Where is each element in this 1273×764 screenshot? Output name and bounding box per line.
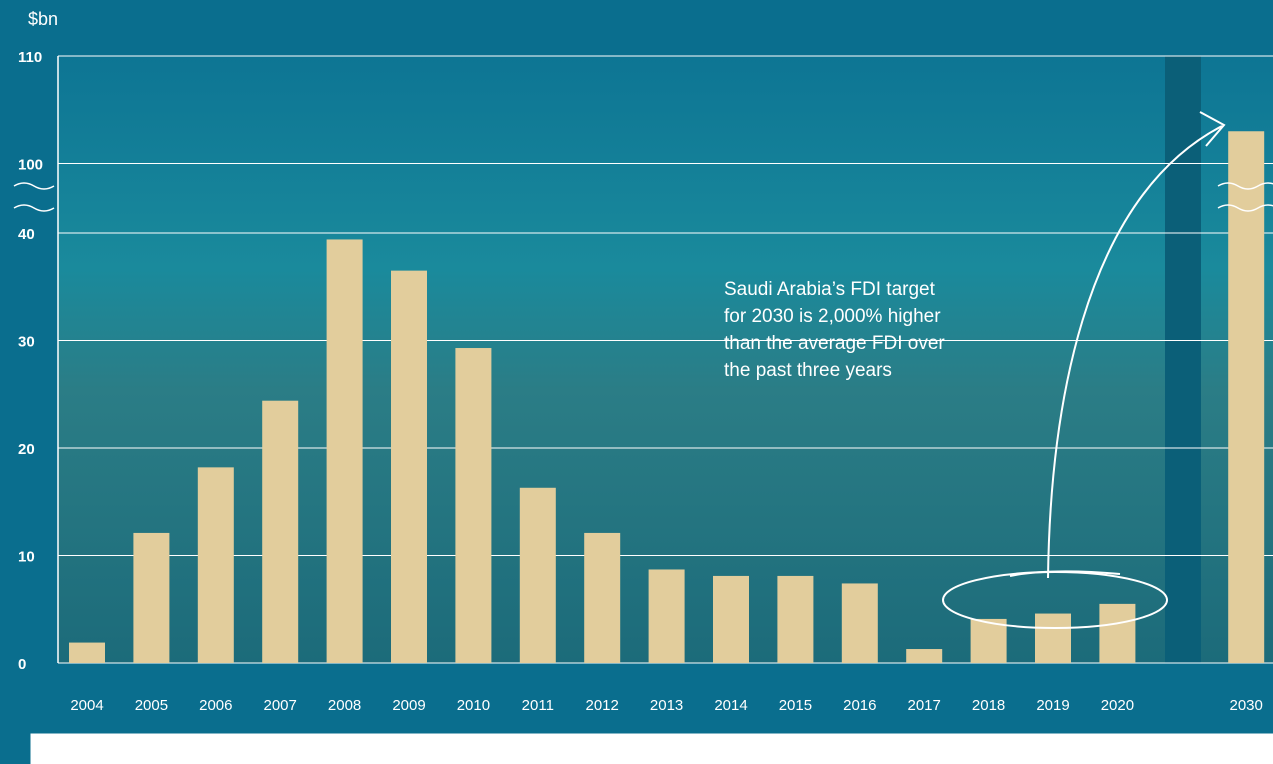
y-axis-label: $bn — [28, 9, 58, 29]
x-tick-label: 2018 — [972, 697, 1005, 714]
x-tick-label: 2014 — [714, 697, 747, 714]
y-tick-label: 100 — [18, 156, 43, 173]
bar — [777, 576, 813, 663]
bar — [842, 583, 878, 663]
x-tick-label: 2030 — [1230, 697, 1263, 714]
chart: $bn 010203040100110200420052006200720082… — [0, 0, 1273, 764]
y-tick-label: 0 — [18, 656, 26, 673]
x-tick-label: 2008 — [328, 697, 361, 714]
x-tick-label: 2017 — [908, 697, 941, 714]
bar — [455, 348, 491, 663]
gap-column — [1165, 56, 1201, 663]
bar — [391, 271, 427, 663]
bar — [198, 467, 234, 663]
x-tick-label: 2015 — [779, 697, 812, 714]
page: $bn 010203040100110200420052006200720082… — [0, 0, 1273, 764]
x-tick-label: 2009 — [392, 697, 425, 714]
x-tick-label: 2013 — [650, 697, 683, 714]
bar — [520, 488, 556, 663]
y-tick-label: 30 — [18, 333, 35, 350]
bar — [262, 401, 298, 663]
bar — [713, 576, 749, 663]
x-tick-label: 2004 — [70, 697, 103, 714]
annotation: Saudi Arabia’s FDI target for 2030 is 2,… — [724, 276, 960, 384]
bar — [649, 569, 685, 663]
x-tick-label: 2010 — [457, 697, 490, 714]
x-tick-label: 2011 — [522, 697, 554, 714]
bar — [584, 533, 620, 663]
y-tick-label: 10 — [18, 548, 35, 565]
bar — [69, 643, 105, 663]
bar — [906, 649, 942, 663]
footer-box — [31, 734, 1273, 764]
bar — [133, 533, 169, 663]
x-tick-label: 2016 — [843, 697, 876, 714]
x-tick-label: 2007 — [264, 697, 297, 714]
y-tick-label: 40 — [18, 226, 35, 243]
bar — [1035, 614, 1071, 663]
x-tick-label: 2006 — [199, 697, 232, 714]
y-tick-label: 110 — [18, 49, 42, 66]
axis-break — [14, 183, 54, 211]
x-tick-label: 2020 — [1101, 697, 1134, 714]
y-tick-label: 20 — [18, 441, 35, 458]
x-tick-label: 2005 — [135, 697, 168, 714]
x-tick-label: 2012 — [586, 697, 619, 714]
bar — [1099, 604, 1135, 663]
bar — [327, 239, 363, 663]
x-tick-label: 2019 — [1036, 697, 1069, 714]
